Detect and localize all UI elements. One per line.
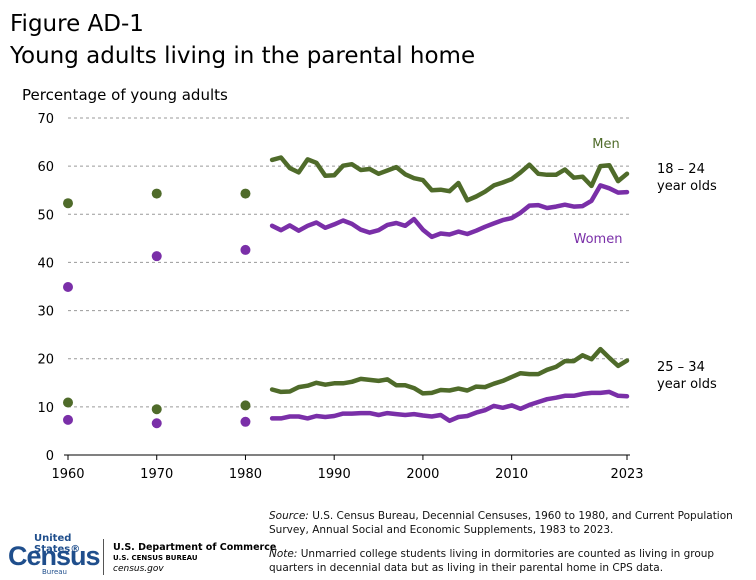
- y-tick-label: 0: [46, 449, 54, 464]
- logo-line1: United States®: [34, 533, 81, 555]
- decennial-point-women-25-34: [63, 414, 73, 425]
- decennial-point-men-18-24: [151, 188, 162, 199]
- decennial-point-men-25-34: [151, 404, 162, 415]
- series-line-men-25-34: [269, 346, 630, 396]
- census-logo[interactable]: United States® Census Bureau: [8, 533, 108, 576]
- x-tick-label: 1990: [318, 467, 351, 482]
- department-block: U.S. Department of Commerce U.S. CENSUS …: [113, 542, 276, 575]
- y-tick-label: 10: [37, 401, 54, 416]
- logo-line3: Bureau: [42, 568, 67, 576]
- source-note: Source: U.S. Census Bureau, Decennial Ce…: [269, 509, 749, 537]
- y-tick-label: 30: [37, 305, 54, 320]
- dept-website-link[interactable]: census.gov: [113, 564, 164, 574]
- y-tick-label: 20: [37, 353, 54, 368]
- x-tick-label: 1960: [51, 467, 84, 482]
- y-tick-label: 60: [37, 160, 54, 175]
- x-tick-label: 2000: [406, 467, 439, 482]
- logo-divider: [103, 539, 104, 575]
- series-line-women-25-34: [269, 389, 630, 424]
- x-tick-label: 2010: [495, 467, 528, 482]
- x-tick-label: 1980: [229, 467, 262, 482]
- decennial-point-men-18-24: [240, 188, 251, 199]
- decennial-point-men-25-34: [240, 400, 251, 411]
- source-prefix: Source:: [269, 510, 309, 522]
- y-axis-label: Percentage of young adults: [22, 86, 228, 104]
- y-tick-label: 70: [37, 112, 54, 127]
- decennial-point-women-25-34: [240, 416, 251, 427]
- series-line-men-18-24: [269, 155, 630, 203]
- decennial-point-women-18-24: [63, 281, 73, 292]
- women-series-label: Women: [574, 232, 623, 247]
- logo-line2: Census: [8, 541, 101, 571]
- x-tick-label: 1970: [140, 467, 173, 482]
- series-line-women-18-24: [269, 183, 630, 240]
- age-group-sublabel-18-24: year olds: [657, 179, 717, 194]
- y-tick-label: 40: [37, 256, 54, 271]
- decennial-point-men-18-24: [63, 198, 73, 209]
- footnote: Note: Unmarried college students living …: [269, 547, 755, 575]
- y-tick-label: 50: [37, 208, 54, 223]
- figure-label: Figure AD-1: [10, 11, 144, 37]
- line-chart: 0 10 20 30 40 50 60 70 1960 1970 1980 1990 2000 2010 2…: [37, 112, 717, 482]
- note-text: Unmarried college students living in dor…: [269, 548, 715, 574]
- decennial-point-men-25-34: [63, 397, 73, 408]
- dept-line2: U.S. CENSUS BUREAU: [113, 554, 198, 562]
- dept-line1: U.S. Department of Commerce: [113, 542, 277, 553]
- decennial-point-women-25-34: [151, 418, 162, 429]
- age-group-label-18-24: 18 – 24: [657, 162, 705, 177]
- chart-title: Young adults living in the parental home: [10, 43, 476, 69]
- men-series-label: Men: [592, 137, 619, 152]
- decennial-point-women-18-24: [151, 251, 162, 262]
- age-group-label-25-34: 25 – 34: [657, 360, 705, 375]
- decennial-point-women-18-24: [240, 244, 251, 255]
- age-group-sublabel-25-34: year olds: [657, 377, 717, 392]
- x-tick-label: 2023: [610, 467, 643, 482]
- note-prefix: Note:: [269, 548, 298, 560]
- source-text: U.S. Census Bureau, Decennial Censuses, …: [269, 510, 733, 536]
